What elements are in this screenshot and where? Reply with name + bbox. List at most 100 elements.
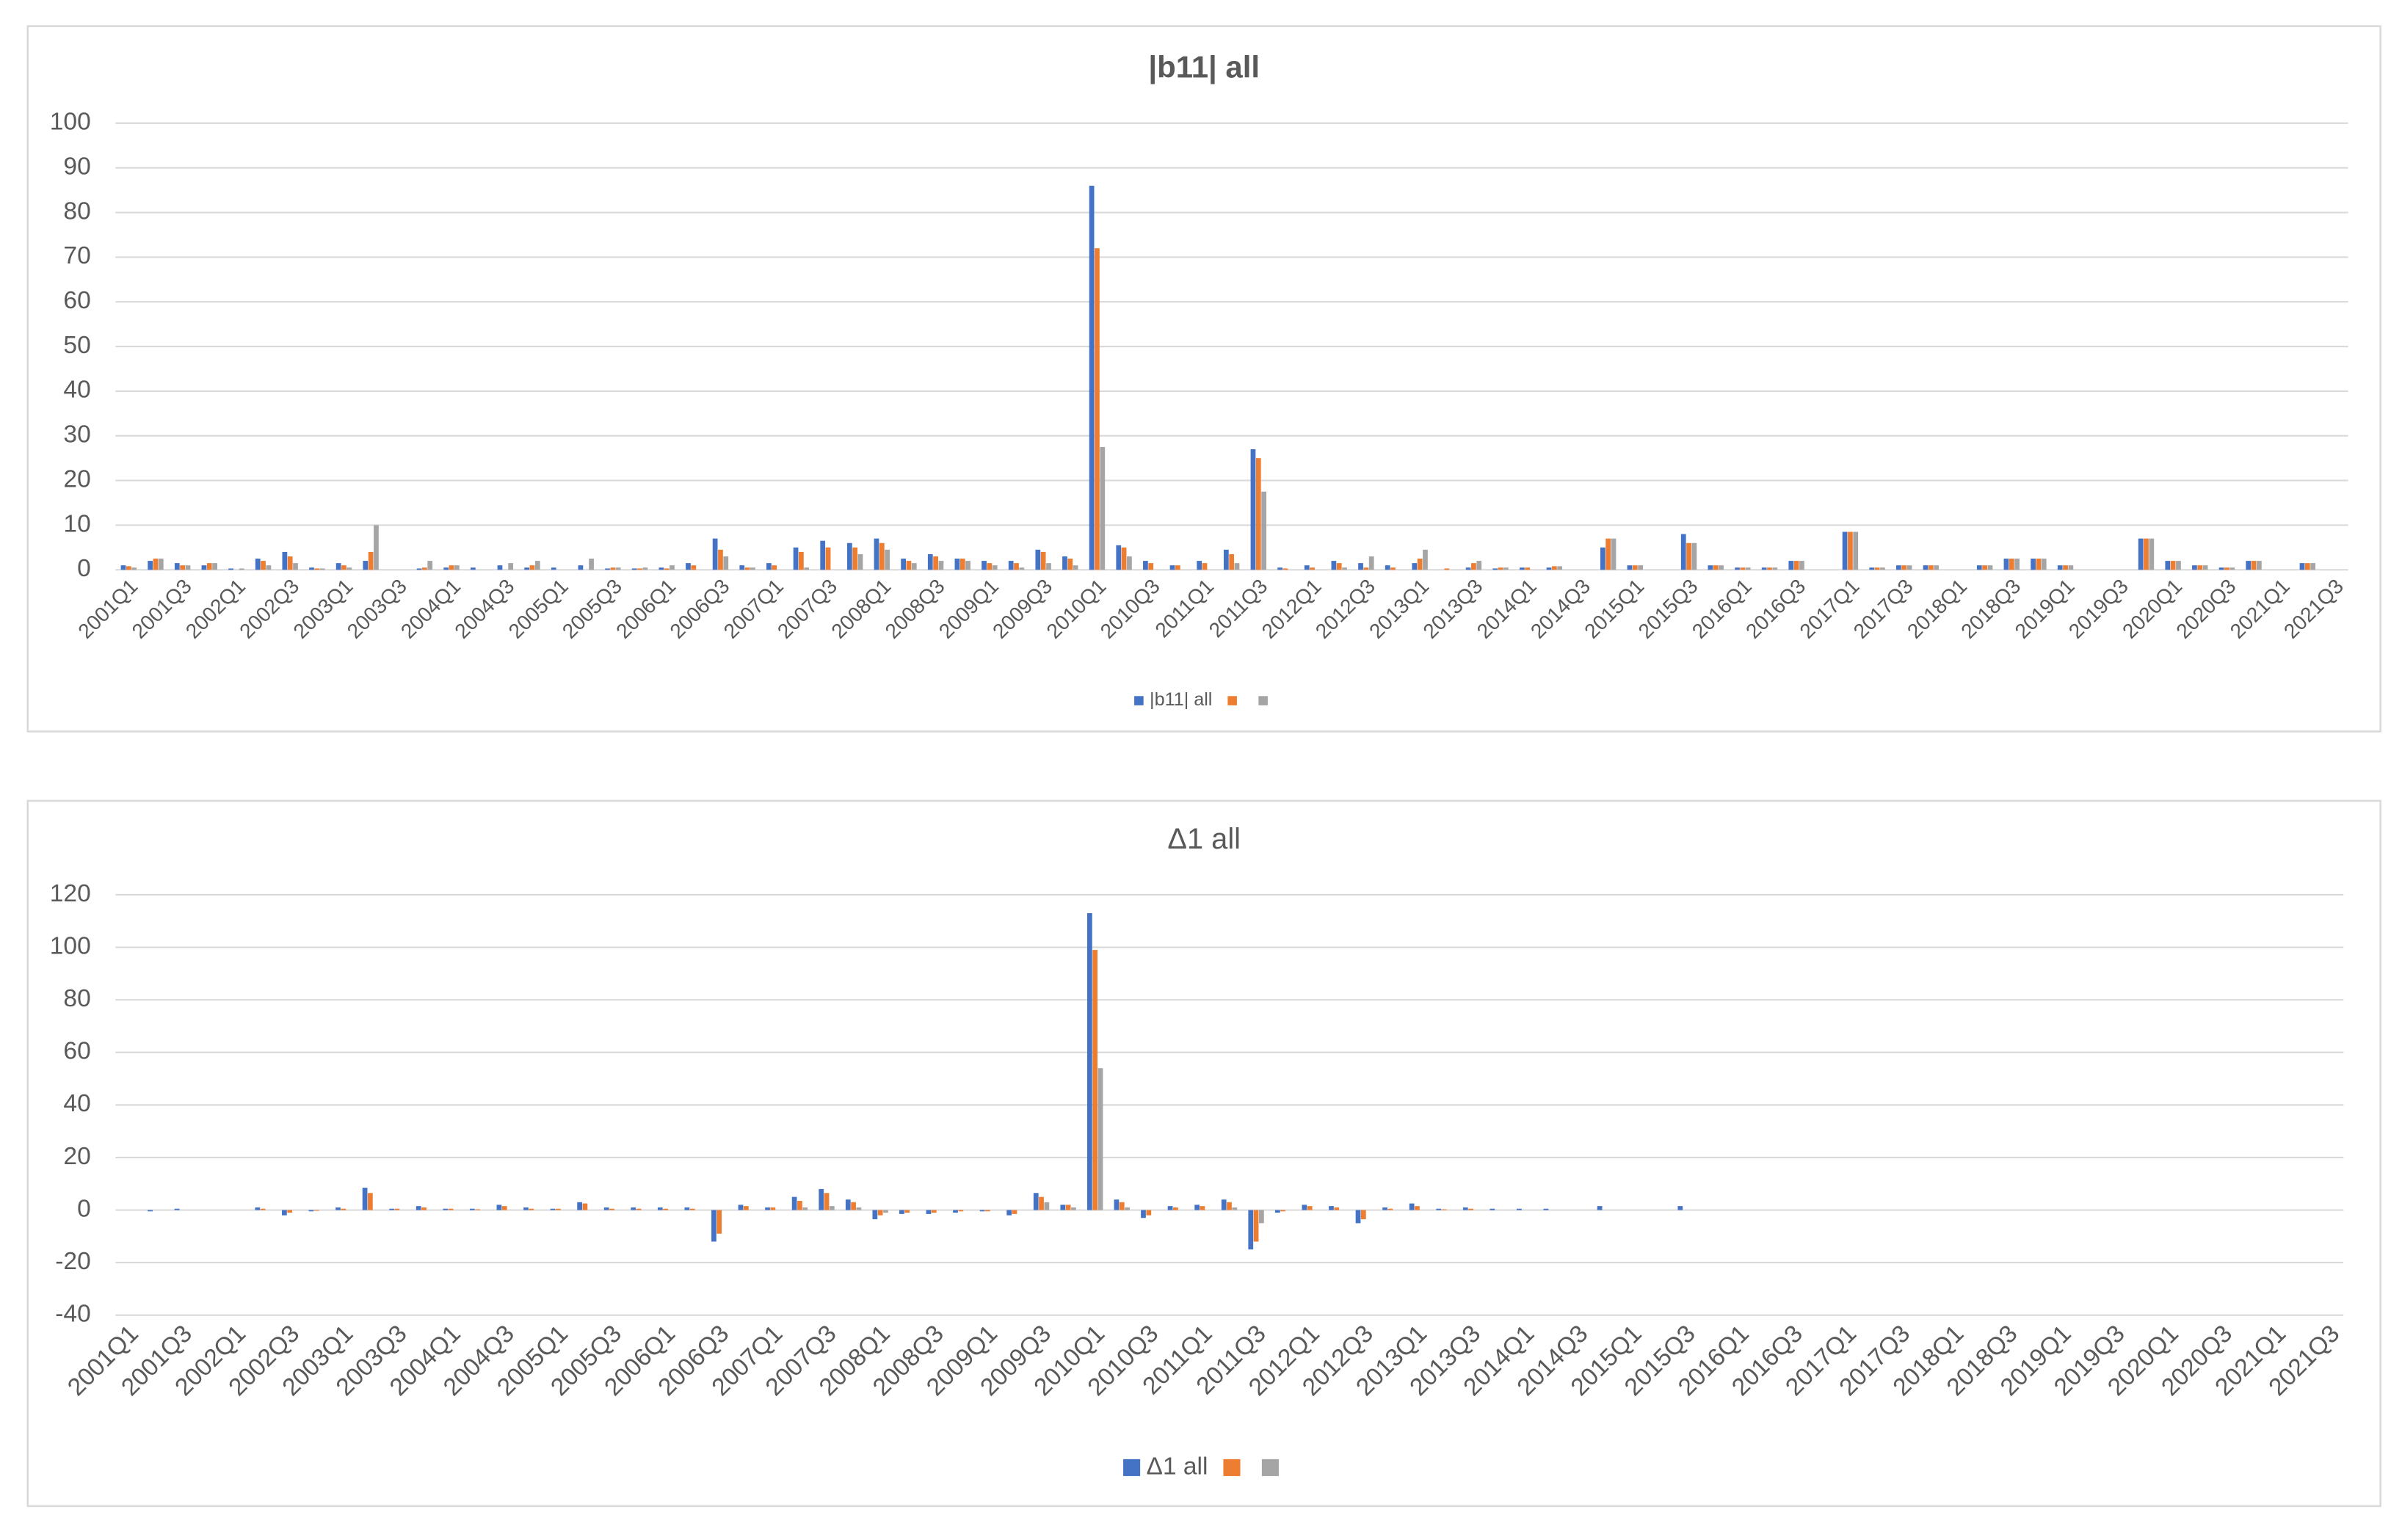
bar: [153, 559, 159, 570]
bar: [2036, 559, 2042, 570]
bar: [1248, 1210, 1254, 1250]
y-tick-label: 0: [77, 1195, 91, 1222]
bar: [1880, 567, 1885, 570]
bar: [1503, 567, 1509, 570]
bar: [1119, 1202, 1125, 1210]
bar: [797, 1200, 802, 1210]
bar: [609, 1208, 614, 1210]
bar: [1492, 568, 1498, 570]
bar: [716, 1210, 722, 1234]
y-tick-label: 70: [63, 242, 90, 269]
bar: [454, 565, 460, 570]
bar: [664, 568, 670, 570]
bar: [341, 1208, 346, 1210]
y-tick-label: 40: [63, 1090, 90, 1117]
bar: [309, 567, 314, 570]
bar: [804, 567, 810, 570]
bar: [148, 561, 153, 570]
bar: [1302, 1205, 1307, 1210]
bar: [2068, 565, 2074, 570]
bar: [911, 563, 917, 570]
bar: [899, 1210, 904, 1214]
bar: [1012, 1210, 1017, 1214]
bar: [2057, 565, 2063, 570]
bar: [577, 1202, 582, 1210]
bar: [938, 561, 944, 570]
bar: [2144, 538, 2149, 570]
bar: [443, 567, 449, 570]
bar: [1708, 565, 1713, 570]
bar: [1114, 1199, 1120, 1210]
bar: [582, 1203, 588, 1210]
legend-swatch: [1123, 1459, 1141, 1476]
bar: [1382, 1207, 1387, 1210]
bar: [1282, 568, 1288, 570]
bar: [1441, 1209, 1447, 1210]
bar: [1062, 556, 1067, 570]
y-tick-label: 40: [63, 377, 90, 404]
bar: [1073, 565, 1078, 570]
bar: [266, 565, 272, 570]
bar: [2165, 561, 2171, 570]
legend: Δ1 all: [1123, 1453, 1279, 1480]
bar: [663, 1208, 668, 1210]
bar: [1793, 561, 1799, 570]
y-tick-label: -20: [55, 1248, 90, 1275]
bar: [148, 1210, 153, 1212]
bar: [1087, 912, 1092, 1210]
bar: [1627, 565, 1633, 570]
bar: [1600, 547, 1605, 570]
bar: [1874, 567, 1880, 570]
bar: [1976, 565, 1982, 570]
bar: [314, 568, 320, 570]
bar: [1221, 1199, 1227, 1210]
bar: [824, 1193, 830, 1210]
bar: [879, 542, 885, 570]
bar: [523, 1207, 529, 1210]
y-tick-label: -40: [55, 1301, 90, 1328]
bar: [856, 1207, 862, 1210]
legend-swatch: [1134, 696, 1144, 705]
bar: [829, 1206, 835, 1210]
bar: [501, 1206, 507, 1210]
bar: [743, 1206, 749, 1210]
bar: [637, 568, 642, 570]
bar: [1363, 567, 1369, 570]
bar: [1465, 567, 1471, 570]
bar: [744, 567, 750, 570]
y-tick-label: 60: [63, 287, 90, 314]
bar: [603, 1207, 609, 1210]
bar: [206, 563, 212, 570]
bar: [287, 556, 293, 570]
bar: [933, 556, 938, 570]
bar: [1006, 1210, 1012, 1216]
bar: [228, 568, 233, 570]
bar: [212, 563, 217, 570]
bar: [374, 525, 379, 570]
bar: [799, 551, 804, 570]
y-tick-label: 50: [63, 332, 90, 359]
bar: [2224, 567, 2229, 570]
bar: [901, 559, 906, 570]
bar: [1253, 1210, 1259, 1242]
bar: [475, 1209, 481, 1210]
bar: [1167, 1206, 1173, 1210]
y-tick-label: 60: [63, 1038, 90, 1065]
bar: [877, 1210, 883, 1216]
bar: [958, 1210, 964, 1212]
bar: [954, 559, 960, 570]
bar: [985, 1210, 990, 1212]
bar: [1417, 559, 1423, 570]
bar: [1089, 186, 1095, 570]
bar: [1097, 1068, 1103, 1210]
bar: [738, 1205, 744, 1210]
bar: [1336, 563, 1342, 570]
bar: [1686, 542, 1691, 570]
legend-swatch: [1223, 1459, 1241, 1476]
bar: [2176, 561, 2181, 570]
bar: [1869, 567, 1875, 570]
bar: [239, 568, 244, 570]
bar: [1116, 545, 1122, 570]
y-tick-label: 20: [63, 465, 90, 493]
bar: [1987, 565, 1993, 570]
